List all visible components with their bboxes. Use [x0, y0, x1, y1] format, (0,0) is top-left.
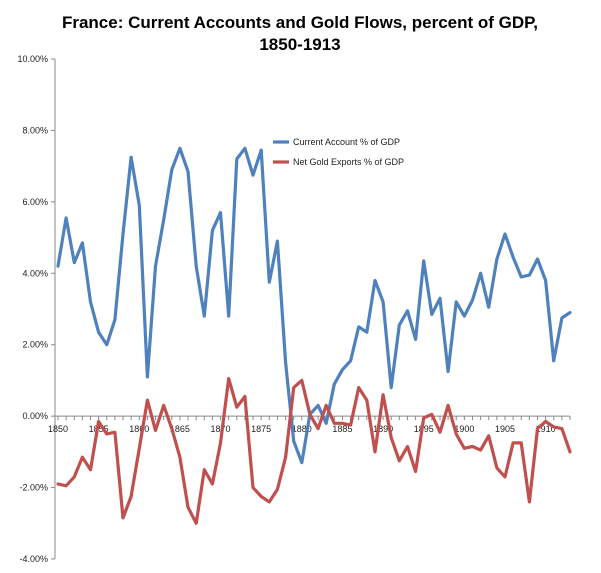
legend-label-1: Net Gold Exports % of GDP: [293, 157, 404, 167]
x-tick-label: 1895: [414, 424, 434, 434]
y-tick-label: -4.00%: [19, 554, 48, 564]
y-tick-label: 4.00%: [22, 268, 48, 278]
x-tick-label: 1910: [536, 424, 556, 434]
y-tick-label: -2.00%: [19, 483, 48, 493]
x-tick-label: 1850: [48, 424, 68, 434]
x-tick-label: 1890: [373, 424, 393, 434]
x-tick-label: 1905: [495, 424, 515, 434]
series-line-1: [56, 377, 572, 525]
x-tick-label: 1865: [170, 424, 190, 434]
series-lines: [56, 146, 572, 525]
x-tick-label: 1885: [332, 424, 352, 434]
chart-title: France: Current Accounts and Gold Flows,…: [62, 13, 538, 32]
x-tick-label: 1875: [251, 424, 271, 434]
legend: Current Account % of GDP Net Gold Exports…: [273, 137, 404, 167]
y-tick-label: 2.00%: [22, 340, 48, 350]
y-tick-label: 10.00%: [17, 54, 48, 64]
series-line-0: [56, 146, 572, 465]
y-tick-label: 6.00%: [22, 197, 48, 207]
x-tick-label: 1860: [129, 424, 149, 434]
x-tick-label: 1880: [292, 424, 312, 434]
x-tick-label: 1900: [454, 424, 474, 434]
x-tick-label: 1870: [211, 424, 231, 434]
chart-subtitle: 1850-1913: [259, 35, 340, 54]
legend-label-0: Current Account % of GDP: [293, 137, 400, 147]
y-tick-label: 0.00%: [22, 411, 48, 421]
y-tick-label: 8.00%: [22, 125, 48, 135]
